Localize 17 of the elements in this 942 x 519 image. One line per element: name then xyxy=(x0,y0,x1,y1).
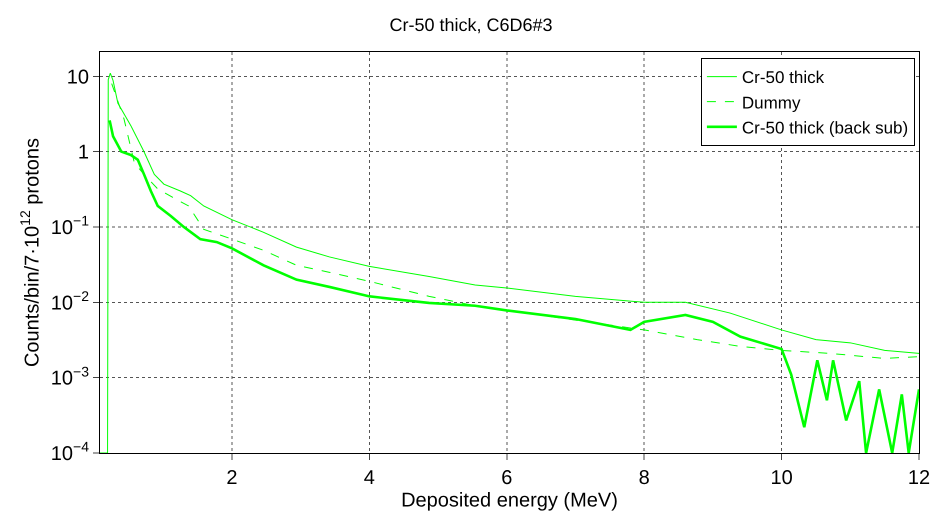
x-tick-label: 6 xyxy=(501,467,512,489)
y-tick-label: 10$^{−3}$ xyxy=(50,363,90,390)
y-tick-label: 10$^{−1}$ xyxy=(50,212,90,239)
legend-label: Cr-50 thick xyxy=(742,68,825,88)
y-tick-label: 10$^{−4}$ xyxy=(50,438,90,465)
x-tick-label: 4 xyxy=(364,467,375,489)
y-tick-label: 10 xyxy=(66,66,89,88)
x-tick-label: 10 xyxy=(770,467,793,489)
x-axis-title: Deposited energy (MeV) xyxy=(401,490,618,512)
y-tick-label: 10$^{−2}$ xyxy=(50,288,90,314)
y-tick-label: 1 xyxy=(78,142,89,164)
x-tick-label: 8 xyxy=(638,467,650,489)
x-tick-label: 12 xyxy=(908,467,930,489)
legend-label: Dummy xyxy=(742,93,801,112)
x-tick-label: 2 xyxy=(226,467,238,489)
chart-title: Cr-50 thick, C6D6#3 xyxy=(389,14,553,35)
legend-label: Cr-50 thick (back sub) xyxy=(742,118,908,138)
